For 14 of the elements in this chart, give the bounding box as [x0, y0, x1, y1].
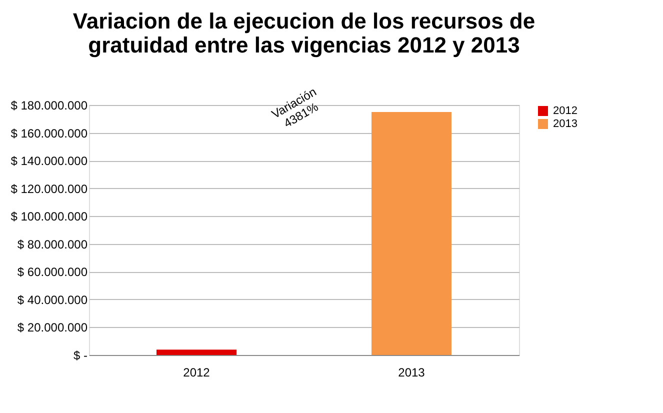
legend-label: 2013 — [553, 118, 578, 130]
y-tick-label: $ 140.000.000 — [10, 154, 88, 168]
y-tick-label: $ 40.000.000 — [17, 292, 88, 307]
text: gratuidad entre las vigencias 2012 y 2013 — [88, 32, 520, 58]
y-tick-label: $ 20.000.000 — [17, 320, 88, 335]
y-tick-label: $ 80.000.000 — [17, 237, 88, 252]
y-tick-label: $ - — [73, 348, 88, 362]
y-tick-label: $ 120.000.000 — [10, 182, 88, 196]
y-tick-label: $ 60.000.000 — [17, 265, 88, 280]
legend-label: 2012 — [553, 105, 578, 117]
y-tick-label: $ 100.000.000 — [10, 210, 88, 224]
y-tick-label: $ 180.000.000 — [10, 98, 88, 112]
y-tick-label: $ 160.000.000 — [10, 126, 88, 140]
text: Variacion de la ejecucion de los recursos de — [72, 8, 536, 34]
